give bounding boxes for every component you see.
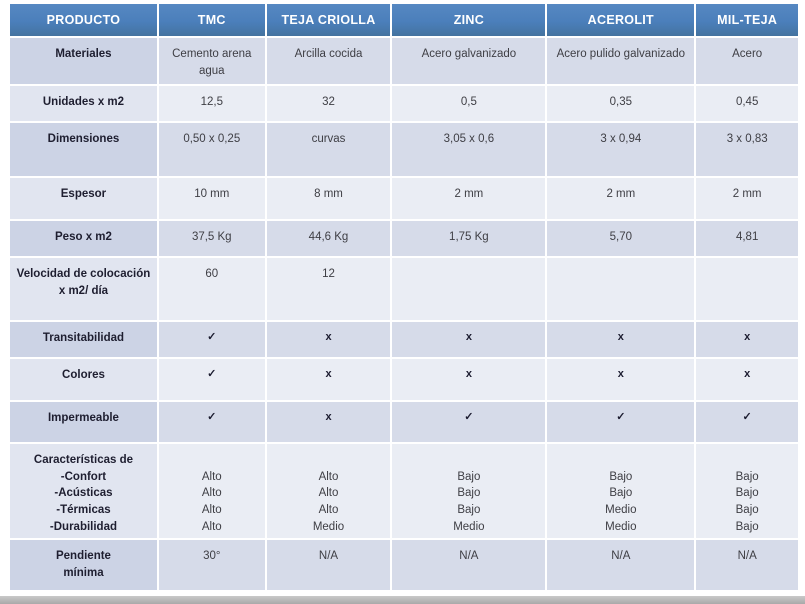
row-label-cell: Espesor bbox=[10, 178, 157, 219]
row-label-cell: Dimensiones bbox=[10, 123, 157, 176]
value-cell: x bbox=[266, 359, 391, 400]
comparison-table: PRODUCTO TMC TEJA CRIOLLA ZINC ACEROLIT … bbox=[8, 2, 800, 592]
value-cell: N/A bbox=[392, 540, 546, 590]
row-label-cell: Características de -Confort -Acústicas -… bbox=[10, 444, 157, 538]
value-cell bbox=[696, 258, 798, 320]
value-cell: Bajo Bajo Bajo Medio bbox=[392, 444, 546, 538]
value-cell: 0,5 bbox=[392, 86, 546, 121]
value-cell: 2 mm bbox=[696, 178, 798, 219]
value-cell: N/A bbox=[696, 540, 798, 590]
value-cell: 0,50 x 0,25 bbox=[158, 123, 265, 176]
value-cell: 60 bbox=[158, 258, 265, 320]
value-cell: ✓ bbox=[392, 402, 546, 442]
table-row: Pendiente mínima 30° N/A N/A N/A N/A bbox=[10, 540, 798, 590]
table-row: Espesor 10 mm 8 mm 2 mm 2 mm 2 mm bbox=[10, 178, 798, 219]
value-cell: x bbox=[547, 359, 695, 400]
value-cell: 0,35 bbox=[547, 86, 695, 121]
column-header-acerolit: ACEROLIT bbox=[547, 4, 695, 36]
value-cell: x bbox=[696, 322, 798, 357]
value-cell: x bbox=[392, 359, 546, 400]
value-cell: curvas bbox=[266, 123, 391, 176]
table-row: Unidades x m2 12,5 32 0,5 0,35 0,45 bbox=[10, 86, 798, 121]
value-cell: 12,5 bbox=[158, 86, 265, 121]
table-row: Peso x m2 37,5 Kg 44,6 Kg 1,75 Kg 5,70 4,81 bbox=[10, 221, 798, 256]
value-cell: Bajo Bajo Medio Medio bbox=[547, 444, 695, 538]
row-label-cell: Pendiente mínima bbox=[10, 540, 157, 590]
column-header-tmc: TMC bbox=[158, 4, 265, 36]
value-cell: 12 bbox=[266, 258, 391, 320]
value-cell: 3 x 0,94 bbox=[547, 123, 695, 176]
value-cell: 3,05 x 0,6 bbox=[392, 123, 546, 176]
value-cell: ✓ bbox=[158, 322, 265, 357]
value-cell: 1,75 Kg bbox=[392, 221, 546, 256]
value-cell: Arcilla cocida bbox=[266, 38, 391, 84]
value-cell: ✓ bbox=[547, 402, 695, 442]
value-cell: 3 x 0,83 bbox=[696, 123, 798, 176]
value-cell: x bbox=[696, 359, 798, 400]
column-header-zinc: ZINC bbox=[392, 4, 546, 36]
value-cell: 32 bbox=[266, 86, 391, 121]
row-label-cell: Materiales bbox=[10, 38, 157, 84]
table-row: Características de -Confort -Acústicas -… bbox=[10, 444, 798, 538]
row-label-cell: Peso x m2 bbox=[10, 221, 157, 256]
value-cell: 10 mm bbox=[158, 178, 265, 219]
table-row: Transitabilidad ✓ x x x x bbox=[10, 322, 798, 357]
column-header-producto: PRODUCTO bbox=[10, 4, 157, 36]
header-row: PRODUCTO TMC TEJA CRIOLLA ZINC ACEROLIT … bbox=[10, 4, 798, 36]
row-label-cell: Velocidad de colocación x m2/ día bbox=[10, 258, 157, 320]
product-comparison-table: PRODUCTO TMC TEJA CRIOLLA ZINC ACEROLIT … bbox=[8, 2, 800, 592]
value-cell: x bbox=[547, 322, 695, 357]
value-cell: N/A bbox=[266, 540, 391, 590]
row-label-cell: Colores bbox=[10, 359, 157, 400]
value-cell bbox=[547, 258, 695, 320]
column-header-mil-teja: MIL-TEJA bbox=[696, 4, 798, 36]
value-cell: ✓ bbox=[158, 402, 265, 442]
value-cell: 37,5 Kg bbox=[158, 221, 265, 256]
row-label-cell: Transitabilidad bbox=[10, 322, 157, 357]
table-row: Dimensiones 0,50 x 0,25 curvas 3,05 x 0,6 3 … bbox=[10, 123, 798, 176]
row-label-cell: Impermeable bbox=[10, 402, 157, 442]
value-cell: x bbox=[266, 402, 391, 442]
column-header-teja-criolla: TEJA CRIOLLA bbox=[266, 4, 391, 36]
value-cell: x bbox=[266, 322, 391, 357]
row-label-cell: Unidades x m2 bbox=[10, 86, 157, 121]
table-row: Velocidad de colocación x m2/ día 60 12 bbox=[10, 258, 798, 320]
table-row: Materiales Cemento arena agua Arcilla coci… bbox=[10, 38, 798, 84]
value-cell: Acero bbox=[696, 38, 798, 84]
value-cell: 2 mm bbox=[547, 178, 695, 219]
value-cell: 5,70 bbox=[547, 221, 695, 256]
value-cell: Cemento arena agua bbox=[158, 38, 265, 84]
table-row: Colores ✓ x x x x bbox=[10, 359, 798, 400]
value-cell: x bbox=[392, 322, 546, 357]
value-cell: 44,6 Kg bbox=[266, 221, 391, 256]
value-cell: 4,81 bbox=[696, 221, 798, 256]
value-cell: ✓ bbox=[696, 402, 798, 442]
value-cell: N/A bbox=[547, 540, 695, 590]
value-cell: Alto Alto Alto Alto bbox=[158, 444, 265, 538]
value-cell: Bajo Bajo Bajo Bajo bbox=[696, 444, 798, 538]
value-cell: ✓ bbox=[158, 359, 265, 400]
value-cell: Acero pulido galvanizado bbox=[547, 38, 695, 84]
table-body: Materiales Cemento arena agua Arcilla coci… bbox=[10, 38, 798, 590]
value-cell: 0,45 bbox=[696, 86, 798, 121]
value-cell: Alto Alto Alto Medio bbox=[266, 444, 391, 538]
value-cell: Acero galvanizado bbox=[392, 38, 546, 84]
value-cell: 2 mm bbox=[392, 178, 546, 219]
value-cell: 8 mm bbox=[266, 178, 391, 219]
value-cell: 30° bbox=[158, 540, 265, 590]
value-cell bbox=[392, 258, 546, 320]
table-row: Impermeable ✓ x ✓ ✓ ✓ bbox=[10, 402, 798, 442]
slide-bottom-edge bbox=[0, 596, 805, 604]
